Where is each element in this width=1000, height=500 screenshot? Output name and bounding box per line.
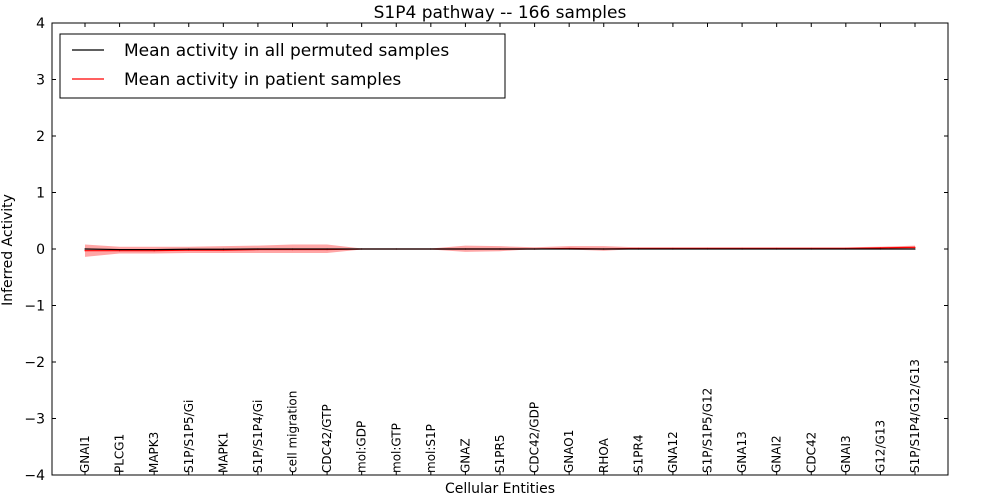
x-tick-label: RHOA bbox=[597, 437, 611, 473]
y-tick-label: 3 bbox=[36, 73, 45, 89]
legend: Mean activity in all permuted samples Me… bbox=[59, 33, 506, 99]
x-tick-label: mol:S1P bbox=[424, 424, 438, 473]
x-tick-label: MAPK3 bbox=[147, 432, 161, 473]
x-tick-label: cell migration bbox=[286, 391, 300, 473]
legend-label-permuted: Mean activity in all permuted samples bbox=[124, 41, 449, 61]
y-tick-label: −3 bbox=[24, 412, 45, 428]
x-tick-label: CDC42/GTP bbox=[320, 404, 334, 473]
data-point-permuted bbox=[533, 248, 536, 250]
x-tick-label: GNAI1 bbox=[78, 435, 92, 473]
plot-area bbox=[84, 244, 916, 257]
x-tick-label: GNAO1 bbox=[562, 430, 576, 473]
x-tick-label: S1P/S1P5/Gi bbox=[182, 400, 196, 473]
x-tick-label: G12/G13 bbox=[873, 420, 887, 473]
x-axis-label: Cellular Entities bbox=[445, 481, 555, 497]
legend-box bbox=[59, 33, 506, 99]
data-point-patient bbox=[84, 250, 86, 252]
x-tick-label: mol:GDP bbox=[355, 421, 369, 473]
x-tick-label: GNA13 bbox=[735, 431, 749, 473]
chart-title: S1P4 pathway -- 166 samples bbox=[374, 3, 627, 23]
data-point-permuted bbox=[84, 248, 86, 250]
data-point-patient bbox=[914, 246, 916, 248]
data-point-permuted bbox=[568, 248, 570, 250]
data-point-patient bbox=[879, 247, 882, 249]
data-point-permuted bbox=[845, 248, 847, 250]
x-tick-label: GNAI2 bbox=[770, 435, 784, 473]
data-point-permuted bbox=[430, 248, 432, 250]
patient-activity-band bbox=[85, 244, 915, 257]
data-point-patient bbox=[118, 250, 121, 252]
x-tick-label: S1PR4 bbox=[631, 435, 645, 473]
data-point-permuted bbox=[153, 248, 155, 251]
x-tick-label: GNA12 bbox=[666, 431, 680, 473]
x-tick-label: CDC42 bbox=[804, 432, 818, 473]
y-tick-label: 0 bbox=[36, 242, 45, 258]
legend-label-patient: Mean activity in patient samples bbox=[124, 70, 401, 90]
x-tick-label: CDC42/GDP bbox=[528, 402, 542, 473]
data-point-permuted bbox=[706, 248, 709, 250]
y-tick-label: −4 bbox=[24, 468, 45, 484]
data-point-permuted bbox=[395, 248, 397, 250]
y-tick-label: 4 bbox=[36, 16, 45, 32]
y-tick-label: 1 bbox=[36, 186, 45, 202]
y-axis-label: Inferred Activity bbox=[0, 194, 16, 306]
x-tick-label: S1P/S1P4/Gi bbox=[251, 400, 265, 473]
data-point-permuted bbox=[222, 248, 224, 250]
data-point-permuted bbox=[291, 248, 294, 250]
data-point-permuted bbox=[776, 248, 778, 250]
data-point-permuted bbox=[672, 248, 674, 250]
y-tick-label: −1 bbox=[24, 299, 45, 315]
data-point-permuted bbox=[810, 248, 812, 250]
x-tick-label: mol:GTP bbox=[389, 423, 403, 473]
data-point-permuted bbox=[118, 248, 121, 251]
data-point-patient bbox=[153, 250, 155, 252]
y-tick-label: 2 bbox=[36, 129, 45, 145]
data-point-permuted bbox=[637, 248, 639, 250]
data-point-permuted bbox=[361, 248, 363, 250]
data-point-permuted bbox=[741, 248, 743, 250]
data-point-permuted bbox=[326, 248, 328, 250]
data-point-permuted bbox=[603, 248, 605, 250]
data-point-permuted bbox=[257, 248, 259, 250]
x-tick-label: S1P/S1P5/G12 bbox=[701, 388, 715, 473]
x-tick-label: MAPK1 bbox=[216, 432, 230, 473]
y-tick-label: −2 bbox=[24, 355, 45, 371]
data-point-permuted bbox=[879, 248, 882, 250]
data-point-permuted bbox=[188, 248, 190, 250]
data-point-permuted bbox=[499, 248, 501, 250]
data-point-permuted bbox=[464, 248, 467, 250]
data-point-permuted bbox=[914, 248, 916, 250]
axes: −4 −3 −2 −1 0 1 2 3 4 GNAI1 PLCG1 MAPK3 S1P/S1P5/Gi M… bbox=[24, 16, 949, 484]
x-tick-label: GNAZ bbox=[458, 438, 472, 473]
x-tick-label: PLCG1 bbox=[113, 434, 127, 473]
x-tick-label: GNAI3 bbox=[839, 435, 853, 473]
x-tick-label: S1P/S1P4/G12/G13 bbox=[908, 359, 922, 473]
x-tick-label: S1PR5 bbox=[493, 435, 507, 473]
